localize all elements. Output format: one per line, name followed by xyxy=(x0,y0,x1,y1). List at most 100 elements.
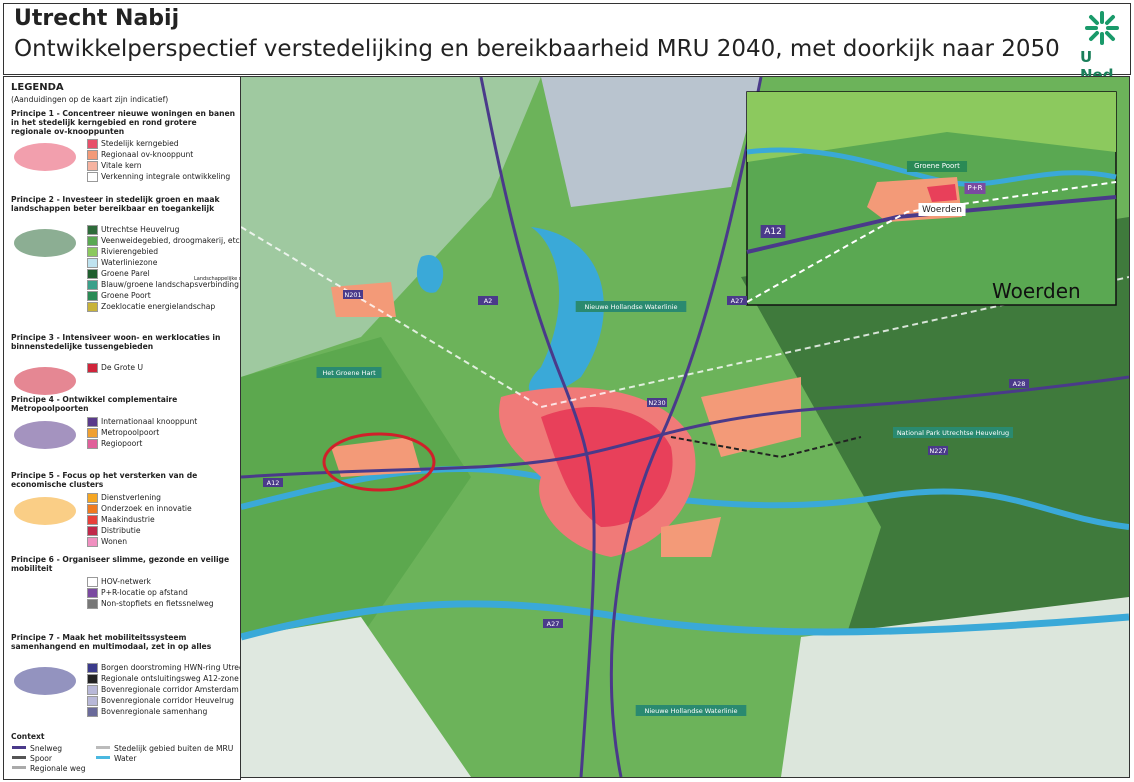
legend-swatch xyxy=(87,428,98,438)
road-label: N230 xyxy=(648,399,665,407)
legend-swatch xyxy=(87,537,98,547)
inset-label-box xyxy=(906,161,968,172)
section-illustration xyxy=(14,667,76,695)
legend-side-note: Landschappelijke schag xyxy=(194,276,254,282)
section-heading: Principe 7 - Maak het mobiliteitssysteem… xyxy=(11,633,212,651)
legend-item: Veenweidegebied, droogmakerij, etc. xyxy=(101,236,243,245)
road-label: N201 xyxy=(344,291,361,299)
legend-swatch xyxy=(87,707,98,717)
road-shield xyxy=(343,290,363,299)
legend-note: (Aanduidingen op de kaart zijn indicatie… xyxy=(11,95,169,104)
legend-swatch xyxy=(87,685,98,695)
road-label: A27 xyxy=(731,297,744,305)
inset-label-box xyxy=(760,225,786,238)
label-box xyxy=(575,301,687,312)
legend-swatch xyxy=(87,526,98,536)
legend-swatch xyxy=(12,756,26,759)
road-label: A12 xyxy=(267,479,280,487)
inset-caption: Woerden xyxy=(992,279,1081,303)
legend-item: Bovenregionale corridor Amsterdam xyxy=(101,685,239,694)
legend-swatch xyxy=(87,417,98,427)
legend-item: Bovenregionale corridor Heuvelrug xyxy=(101,696,234,705)
map-label: Het Groene Hart xyxy=(322,369,376,377)
legend-swatch xyxy=(87,280,98,290)
legend-item: Distributie xyxy=(101,526,141,535)
legend-item: P+R-locatie op afstand xyxy=(101,588,188,597)
legend-item: Groene Poort xyxy=(101,291,151,300)
legend-item: Water xyxy=(114,754,137,763)
label-box xyxy=(893,427,1013,438)
legend-swatch xyxy=(87,291,98,301)
legend-item: Borgen doorstroming HWN-ring Utrecht xyxy=(101,663,251,672)
road-shield xyxy=(647,398,667,407)
legend-swatch xyxy=(87,439,98,449)
legend-swatch xyxy=(87,247,98,257)
legend-swatch xyxy=(87,674,98,684)
label-box xyxy=(635,705,747,716)
road-label: N227 xyxy=(929,447,946,455)
inset-label-box xyxy=(918,203,966,216)
header: Utrecht Nabij Ontwikkelperspectief verst… xyxy=(3,3,1131,84)
road-shield xyxy=(478,296,498,305)
legend-swatch xyxy=(87,663,98,673)
legend-swatch xyxy=(87,236,98,246)
inset-label: A12 xyxy=(764,227,782,237)
road-shield xyxy=(928,446,948,455)
legend: LEGENDA (Aanduidingen op de kaart zijn i… xyxy=(3,76,254,780)
legend-swatch xyxy=(87,225,98,235)
legend-swatch xyxy=(87,504,98,514)
map-label: National Park Utrechtse Heuvelrug xyxy=(897,429,1009,437)
section-heading: Principe 6 - Organiseer slimme, gezonde … xyxy=(11,555,230,573)
section-heading: Principe 3 - Intensiveer woon- en werklo… xyxy=(11,333,221,351)
legend-swatch xyxy=(96,756,110,759)
legend-item: Snelweg xyxy=(30,744,63,753)
legend-item: Groene Parel xyxy=(101,269,150,278)
legend-item: Stedelijk gebied buiten de MRU xyxy=(114,744,234,753)
label-box xyxy=(316,367,382,378)
inset-label-box xyxy=(964,183,986,194)
legend-item: Blauw/groene landschapsverbinding xyxy=(101,280,239,289)
road-shield xyxy=(1009,379,1029,388)
legend-item: Utrechtse Heuvelrug xyxy=(101,225,180,234)
subtitle: Ontwikkelperspectief verstedelijking en … xyxy=(14,36,1060,62)
legend-item: Non-stopfiets en fietssnelweg xyxy=(101,599,214,608)
legend-item: Bovenregionale samenhang xyxy=(101,707,208,716)
legend-swatch xyxy=(87,161,98,171)
legend-swatch xyxy=(87,269,98,279)
legend-swatch xyxy=(87,493,98,503)
legend-swatch xyxy=(87,696,98,706)
section-illustration xyxy=(14,143,76,171)
legend-item: De Grote U xyxy=(101,363,144,372)
inset-label: P+R xyxy=(968,184,983,192)
legend-swatch xyxy=(12,766,26,769)
road-shield xyxy=(727,296,747,305)
legend-item: Zoeklocatie energielandschap xyxy=(101,302,216,311)
legend-title: LEGENDA xyxy=(11,82,64,93)
inset: Groene Poort P+R Woerden A12 Woerden xyxy=(746,91,1117,306)
legend-swatch xyxy=(87,363,98,373)
legend-item: Onderzoek en innovatie xyxy=(101,504,192,513)
legend-swatch xyxy=(87,599,98,609)
section-heading: Principe 1 - Concentreer nieuwe woningen… xyxy=(11,109,236,136)
road-label: A2 xyxy=(484,297,493,305)
legend-swatch xyxy=(87,588,98,598)
legend-swatch xyxy=(96,746,110,749)
legend-swatch xyxy=(87,577,98,587)
section-illustration xyxy=(14,581,76,609)
legend-swatch xyxy=(87,302,98,312)
legend-item: Waterliniezone xyxy=(101,258,158,267)
legend-item: Maakindustrie xyxy=(101,515,155,524)
map-label: Nieuwe Hollandse Waterlinie xyxy=(644,707,737,715)
legend-swatch xyxy=(87,258,98,268)
context-heading: Context xyxy=(11,732,45,741)
map: Groene Poort P+R Woerden A12 Woerden Het Gro… xyxy=(240,76,1130,778)
legend-item: Regionale weg xyxy=(30,764,86,773)
legend-item: Verkenning integrale ontwikkeling xyxy=(101,172,231,181)
legend-item: Regionale ontsluitingsweg A12-zone xyxy=(101,674,239,683)
legend-swatch xyxy=(87,139,98,149)
legend-item: Metropoolpoort xyxy=(101,428,160,437)
section-illustration xyxy=(14,497,76,525)
road-label: A27 xyxy=(547,620,560,628)
legend-item: Stedelijk kerngebied xyxy=(101,139,179,148)
